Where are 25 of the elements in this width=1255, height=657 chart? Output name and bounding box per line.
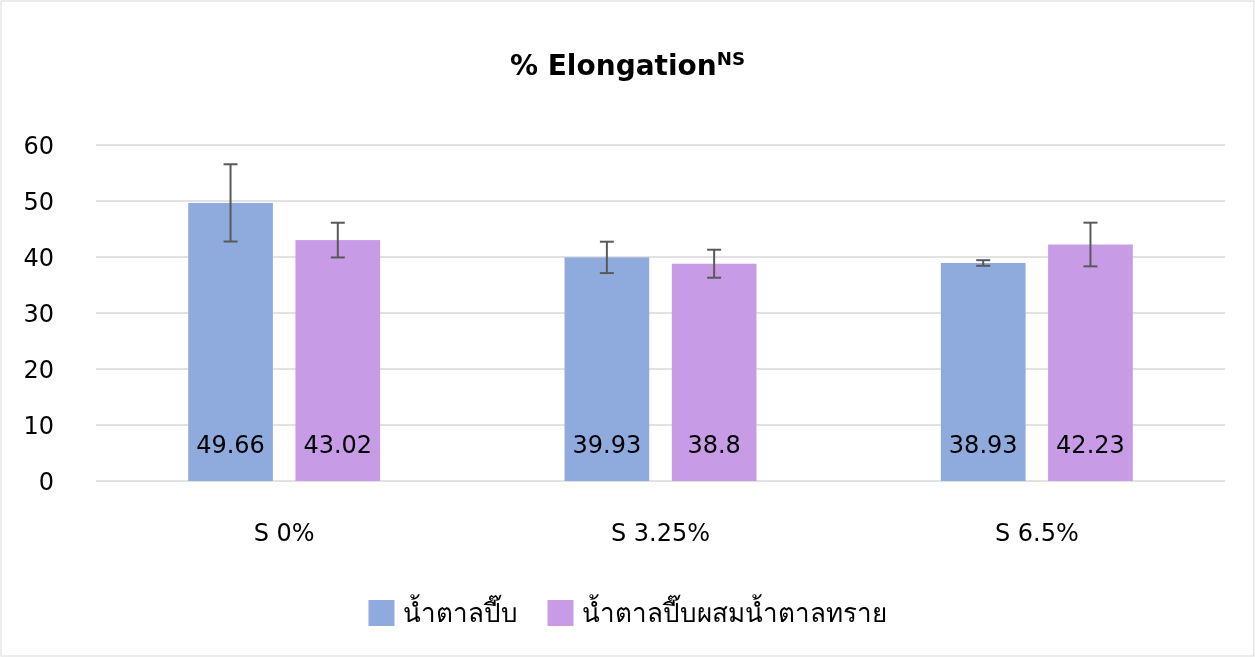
data-label: 38.93	[948, 431, 1018, 459]
bar	[564, 257, 650, 481]
bar	[671, 263, 757, 481]
legend-label: น้ำตาลปี๊บผสมน้ำตาลทราย	[581, 594, 887, 628]
y-tick-label: 40	[23, 244, 54, 272]
data-label: 42.23	[1056, 431, 1125, 459]
x-tick-label: S 3.25%	[610, 519, 711, 547]
bar	[1048, 244, 1133, 481]
legend-label: น้ำตาลปี๊บ	[402, 594, 518, 628]
y-tick-label: 60	[23, 132, 54, 160]
data-label: 38.8	[687, 431, 741, 459]
data-label: 49.66	[196, 431, 265, 459]
bar	[188, 202, 273, 481]
bar	[940, 262, 1026, 481]
y-tick-label: 0	[38, 468, 54, 496]
y-tick-label: 10	[23, 412, 54, 440]
data-label: 39.93	[572, 431, 642, 459]
y-tick-label: 50	[23, 188, 54, 216]
chart-title: % Elongation$^{NS}$	[509, 47, 746, 82]
y-tick-label: 20	[23, 356, 54, 384]
x-tick-label: S 0%	[253, 519, 315, 547]
data-label: 43.02	[303, 431, 373, 459]
bar	[295, 240, 381, 481]
x-tick-label: S 6.5%	[994, 519, 1079, 547]
y-tick-label: 30	[23, 300, 54, 328]
